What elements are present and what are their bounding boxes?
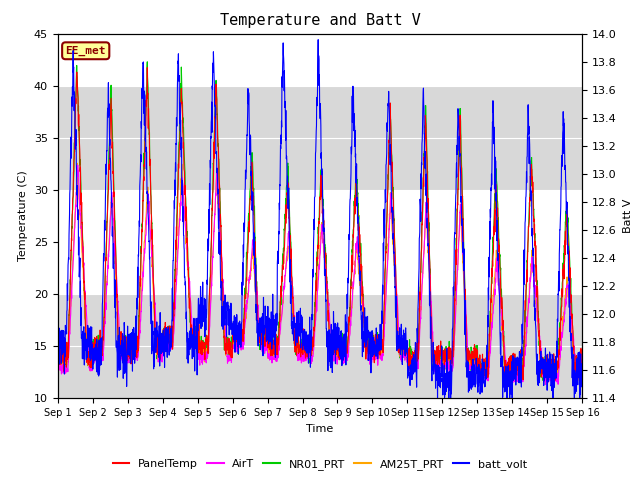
Y-axis label: Batt V: Batt V	[623, 199, 632, 233]
X-axis label: Time: Time	[307, 424, 333, 433]
Text: EE_met: EE_met	[65, 46, 106, 56]
Bar	[58, 34, 582, 86]
Legend: PanelTemp, AirT, NR01_PRT, AM25T_PRT, batt_volt: PanelTemp, AirT, NR01_PRT, AM25T_PRT, ba…	[108, 455, 532, 474]
Title: Temperature and Batt V: Temperature and Batt V	[220, 13, 420, 28]
Bar	[58, 86, 582, 190]
Bar	[58, 190, 582, 294]
Y-axis label: Temperature (C): Temperature (C)	[18, 170, 28, 262]
Bar	[58, 294, 582, 398]
